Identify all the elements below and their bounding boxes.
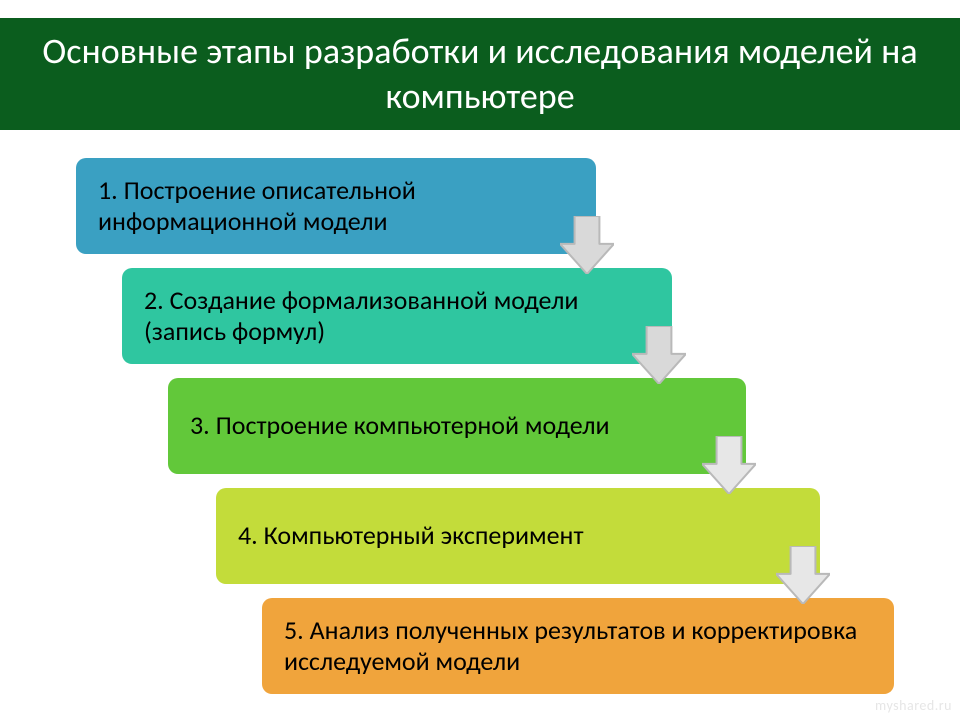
slide-title-band: Основные этапы разработки и исследования…: [0, 18, 960, 130]
arrow-down-icon: [632, 326, 686, 384]
step-5: 5. Анализ полученных результатов и корре…: [262, 598, 894, 694]
step-4: 4. Компьютерный эксперимент: [216, 488, 820, 584]
arrow-down-icon: [702, 436, 756, 494]
step-4-label: 4. Компьютерный эксперимент: [238, 520, 584, 551]
arrow-down-icon: [776, 546, 830, 604]
watermark-text: myshared.ru: [875, 697, 952, 714]
step-3: 3. Построение компьютерной модели: [168, 378, 746, 474]
watermark: myshared.ru: [875, 697, 952, 714]
step-2-label: 2. Создание формализованной модели (запи…: [144, 285, 650, 347]
step-1: 1. Построение описательной информационно…: [76, 158, 596, 254]
step-3-label: 3. Построение компьютерной модели: [190, 410, 610, 441]
slide: Основные этапы разработки и исследования…: [0, 0, 960, 720]
arrow-down-icon: [560, 216, 614, 274]
step-2: 2. Создание формализованной модели (запи…: [122, 268, 672, 364]
step-5-label: 5. Анализ полученных результатов и корре…: [284, 615, 872, 677]
step-1-label: 1. Построение описательной информационно…: [98, 175, 574, 237]
slide-title-text: Основные этапы разработки и исследования…: [20, 29, 940, 119]
